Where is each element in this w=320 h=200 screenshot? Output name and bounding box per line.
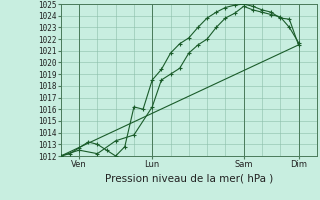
X-axis label: Pression niveau de la mer( hPa ): Pression niveau de la mer( hPa ) (105, 173, 273, 183)
